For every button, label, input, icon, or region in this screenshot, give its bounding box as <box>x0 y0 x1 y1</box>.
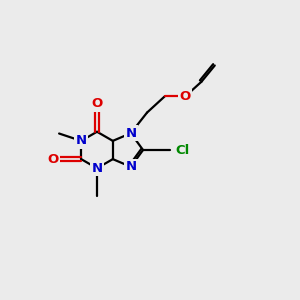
Text: N: N <box>125 160 136 173</box>
Text: N: N <box>125 127 136 140</box>
Text: O: O <box>92 97 103 110</box>
Text: N: N <box>92 162 103 175</box>
Text: Cl: Cl <box>176 143 190 157</box>
Text: N: N <box>76 134 87 147</box>
Text: O: O <box>180 90 191 103</box>
Text: O: O <box>48 153 59 166</box>
